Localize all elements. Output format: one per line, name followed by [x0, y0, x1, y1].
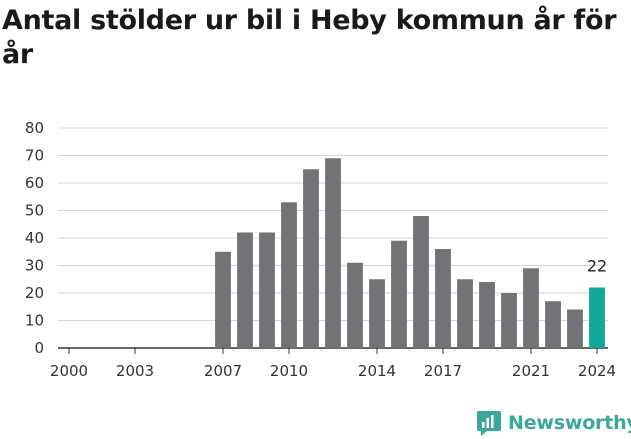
bar-2016 — [413, 216, 429, 348]
bar-2024 — [589, 287, 605, 348]
bar-2009 — [259, 232, 275, 348]
bar-2022 — [545, 301, 561, 348]
bar-2014 — [369, 279, 385, 348]
y-tick-label: 60 — [25, 174, 44, 192]
y-tick-label: 70 — [25, 147, 44, 165]
x-tick-label: 2017 — [424, 362, 462, 380]
y-tick-label: 20 — [25, 284, 44, 302]
bar-2015 — [391, 240, 407, 348]
newsworthy-logo-icon — [477, 411, 501, 436]
y-tick-label: 50 — [25, 202, 44, 220]
bar-2013 — [347, 262, 363, 348]
data-labels: 22 — [587, 257, 607, 276]
bar-2023 — [567, 309, 583, 348]
x-tick-label: 2007 — [204, 362, 242, 380]
bar-2012 — [325, 158, 341, 348]
bar-2019 — [479, 282, 495, 348]
x-tick-label: 2021 — [512, 362, 550, 380]
newsworthy-logo[interactable]: Newsworthy — [476, 408, 631, 438]
highlight-value-label: 22 — [587, 257, 607, 276]
y-tick-label: 10 — [25, 312, 44, 330]
x-tick-label: 2024 — [578, 362, 616, 380]
x-tick-label: 2014 — [358, 362, 396, 380]
newsworthy-logo-text: Newsworthy — [508, 412, 631, 434]
bar-2018 — [457, 279, 473, 348]
y-axis-ticks: 0 10 20 30 40 50 60 70 80 — [25, 119, 44, 357]
y-tick-label: 0 — [34, 339, 44, 357]
bar-2021 — [523, 268, 539, 348]
bar-2017 — [435, 249, 451, 348]
x-tick-label: 2000 — [50, 362, 88, 380]
x-tick-label: 2010 — [270, 362, 308, 380]
bar-2007 — [215, 251, 231, 348]
bar-2020 — [501, 293, 517, 348]
bar-2010 — [281, 202, 297, 348]
x-axis-ticks: 2000 2003 2007 2010 2014 2017 2021 2024 — [50, 348, 616, 380]
bars — [215, 158, 605, 348]
x-tick-label: 2003 — [116, 362, 154, 380]
bar-2008 — [237, 232, 253, 348]
y-tick-label: 30 — [25, 257, 44, 275]
bar-2011 — [303, 169, 319, 348]
chart-title: Antal stölder ur bil i Heby kommun år fö… — [2, 5, 617, 70]
y-tick-label: 40 — [25, 229, 44, 247]
y-tick-label: 80 — [25, 119, 44, 137]
